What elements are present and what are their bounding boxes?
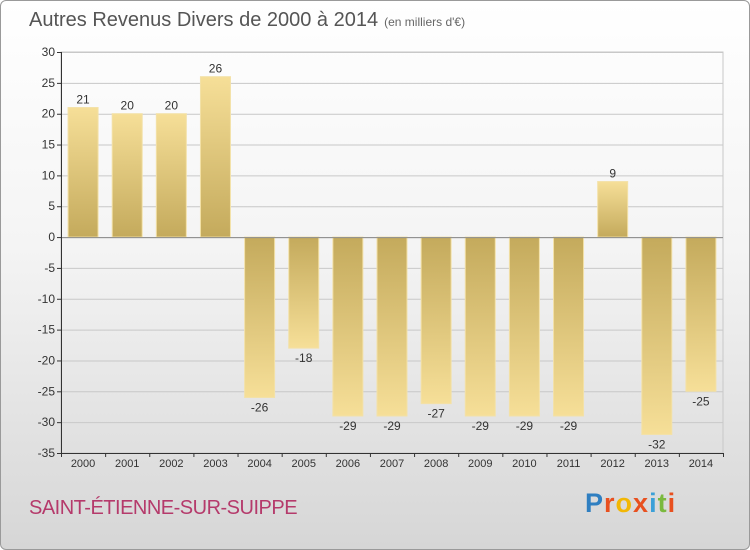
x-tick-label: 2002 (159, 458, 183, 470)
x-tick-label: 2010 (512, 458, 536, 470)
bar (641, 236, 673, 435)
y-tick-label: -25 (38, 384, 56, 398)
x-tick-label: 2000 (71, 458, 95, 470)
bar (244, 236, 276, 398)
logo-letter: i (667, 488, 677, 518)
chart-subtitle: (en milliers d'€) (384, 15, 466, 29)
y-tick-label: -20 (38, 353, 56, 367)
logo-letter: t (657, 488, 668, 518)
x-tick-label: 2003 (203, 458, 227, 470)
x-tick-label: 2006 (336, 458, 360, 470)
bar (332, 236, 364, 417)
logo-letter: r (604, 488, 616, 518)
bar (685, 236, 717, 392)
data-label: 9 (609, 167, 616, 181)
chart-title-text: Autres Revenus Divers de 2000 à 2014 (29, 9, 379, 31)
data-label: -29 (339, 419, 357, 433)
chart-title: Autres Revenus Divers de 2000 à 2014 (en … (29, 9, 465, 32)
data-label: -27 (427, 407, 445, 421)
y-tick-label: 25 (42, 76, 56, 90)
data-label: -32 (648, 437, 666, 451)
x-tick-label: 2013 (645, 458, 669, 470)
x-tick-label: 2001 (115, 458, 139, 470)
y-tick-label: 0 (48, 230, 55, 244)
data-label: -18 (295, 351, 313, 365)
x-tick-label: 2004 (247, 458, 271, 470)
proxiti-logo: Proxiti (585, 488, 676, 519)
bar (553, 236, 585, 417)
y-tick-label: 20 (42, 107, 56, 121)
y-tick-label: 30 (42, 45, 56, 59)
y-tick-label: -15 (38, 323, 56, 337)
data-label: -25 (692, 394, 710, 408)
y-tick-label: 10 (42, 168, 56, 182)
logo-letter: o (615, 488, 634, 518)
bar (111, 113, 143, 238)
y-tick-label: -30 (38, 415, 56, 429)
data-label: 26 (209, 62, 223, 76)
logo-letter: x (633, 488, 650, 518)
bar (420, 236, 452, 405)
data-label: -29 (383, 419, 401, 433)
data-label: -29 (472, 419, 490, 433)
data-label: 21 (76, 93, 90, 107)
y-tick-label: 15 (42, 138, 56, 152)
bar (597, 181, 629, 238)
x-tick-label: 2014 (689, 458, 713, 470)
bar (199, 76, 231, 238)
x-tick-label: 2009 (468, 458, 492, 470)
data-label: -26 (251, 400, 269, 414)
bar (508, 236, 540, 417)
data-label: -29 (560, 419, 578, 433)
y-tick-label: -35 (38, 446, 56, 460)
data-label: 20 (165, 99, 179, 113)
bar (67, 107, 99, 238)
logo-letter: P (585, 488, 605, 518)
bar (464, 236, 496, 417)
y-tick-label: -10 (38, 292, 56, 306)
y-tick-label: -5 (44, 261, 55, 275)
commune-name: SAINT-ÉTIENNE-SUR-SUIPPE (29, 497, 298, 519)
bar (288, 236, 320, 349)
logo-letter: i (649, 488, 658, 518)
data-label: 20 (121, 99, 135, 113)
x-tick-label: 2012 (600, 458, 624, 470)
bar (155, 113, 187, 238)
x-tick-label: 2011 (557, 458, 581, 470)
data-label: -29 (516, 419, 534, 433)
y-tick-label: 5 (48, 199, 55, 213)
x-tick-label: 2007 (380, 458, 404, 470)
x-tick-label: 2005 (291, 458, 315, 470)
bar (376, 236, 408, 417)
x-tick-label: 2008 (424, 458, 448, 470)
